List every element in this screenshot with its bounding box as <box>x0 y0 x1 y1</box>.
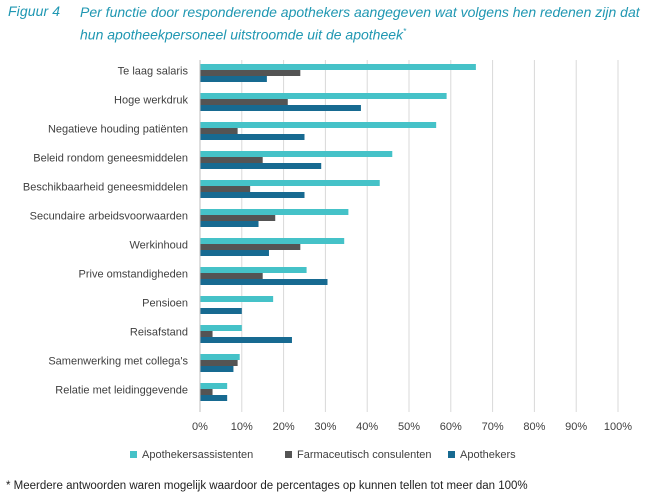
category-label: Relatie met leidinggevende <box>55 385 188 397</box>
bar <box>200 215 276 221</box>
bar <box>200 151 393 157</box>
category-label: Beleid rondom geneesmiddelen <box>33 153 188 165</box>
bar <box>200 325 242 331</box>
figure-title: Per functie door responderende apotheker… <box>80 3 640 45</box>
category-label: Beschikbaarheid geneesmiddelen <box>23 182 188 194</box>
x-tick-label: 30% <box>314 421 336 433</box>
category-label: Pensioen <box>142 298 188 310</box>
bar <box>200 76 267 82</box>
bar <box>200 389 213 395</box>
footnote: * Meerdere antwoorden waren mogelijk waa… <box>6 480 528 492</box>
legend-label: Farmaceutisch consulenten <box>297 449 432 461</box>
bar <box>200 221 259 227</box>
bar <box>200 296 274 302</box>
x-tick-label: 70% <box>482 421 504 433</box>
bar <box>200 354 240 360</box>
bar <box>200 128 238 134</box>
bar <box>200 192 305 198</box>
legend-label: Apothekersassistenten <box>142 449 253 461</box>
legend-label: Apothekers <box>460 449 516 461</box>
bar <box>200 157 263 163</box>
bar <box>200 267 307 273</box>
bar <box>200 337 292 343</box>
bar <box>200 93 447 99</box>
bar <box>200 238 345 244</box>
bar <box>200 105 361 111</box>
legend-swatch <box>448 451 455 458</box>
category-label: Secundaire arbeidsvoorwaarden <box>30 211 188 223</box>
x-tick-label: 60% <box>440 421 462 433</box>
category-label: Hoge werkdruk <box>114 95 188 107</box>
figure-label: Figuur 4 <box>8 3 61 19</box>
x-tick-label: 0% <box>192 421 208 433</box>
bar <box>200 99 288 105</box>
bar <box>200 180 380 186</box>
bar <box>200 308 242 314</box>
bar <box>200 395 228 401</box>
bar <box>200 331 213 337</box>
bar <box>200 273 263 279</box>
category-label: Werkinhoud <box>130 240 189 252</box>
bar <box>200 186 251 192</box>
figure-title-text: Per functie door responderende apotheker… <box>80 4 640 43</box>
category-label: Negatieve houding patiënten <box>48 124 188 136</box>
legend-swatch <box>130 451 137 458</box>
x-tick-label: 80% <box>523 421 545 433</box>
category-label: Prive omstandigheden <box>79 269 188 281</box>
bar <box>200 244 301 250</box>
bar <box>200 360 238 366</box>
category-label: Te laag salaris <box>118 66 189 78</box>
x-tick-label: 100% <box>604 421 632 433</box>
figure-header: Figuur 4 Per functie door responderende … <box>8 3 644 49</box>
x-tick-label: 50% <box>398 421 420 433</box>
bar <box>200 64 476 70</box>
bar <box>200 250 269 256</box>
bar-chart: 0% 10% 20% 30% 40% 50% 60% 70% 80% 90% 100% Te laag… <box>23 60 632 461</box>
footnote-marker: * <box>403 27 407 36</box>
bar <box>200 366 234 372</box>
x-tick-label: 10% <box>231 421 253 433</box>
bar <box>200 134 305 140</box>
bar <box>200 279 328 285</box>
bar <box>200 383 228 389</box>
bar <box>200 209 349 215</box>
bar <box>200 163 322 169</box>
category-label: Reisafstand <box>130 327 188 339</box>
bar <box>200 70 301 76</box>
x-tick-label: 40% <box>356 421 378 433</box>
x-tick-label: 20% <box>273 421 295 433</box>
bar <box>200 122 437 128</box>
legend-swatch <box>285 451 292 458</box>
category-label: Samenwerking met collega's <box>48 356 188 368</box>
x-tick-label: 90% <box>565 421 587 433</box>
